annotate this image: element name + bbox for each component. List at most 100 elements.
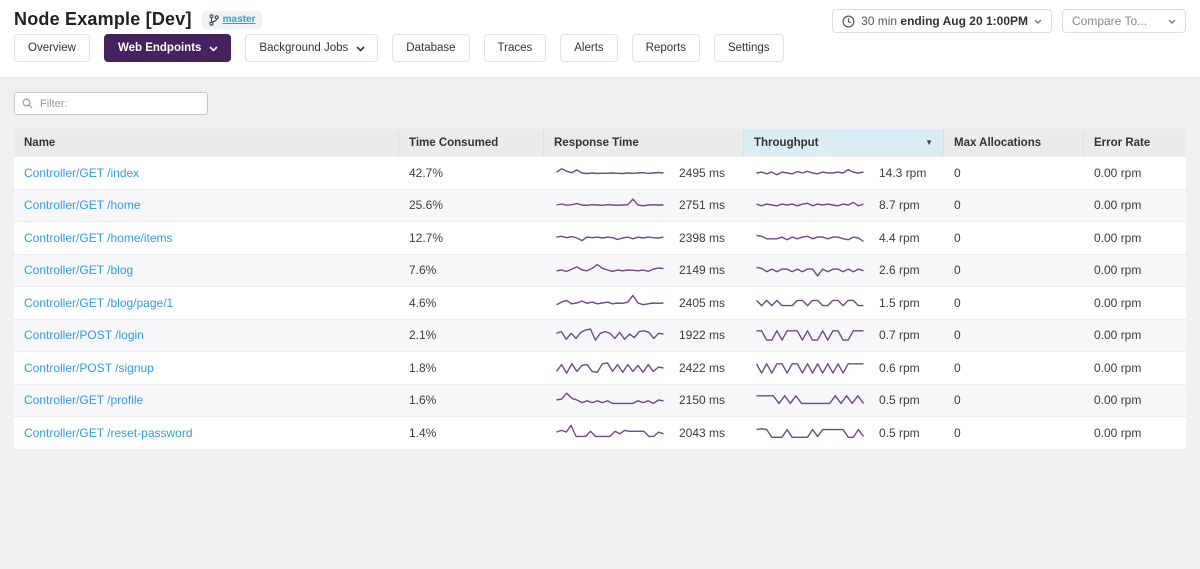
chevron-down-icon <box>356 46 365 52</box>
throughput-value: 2.6 rpm <box>879 263 920 278</box>
tab-reports[interactable]: Reports <box>631 34 700 62</box>
tab-database[interactable]: Database <box>392 34 470 62</box>
endpoint-link[interactable]: Controller/POST /login <box>24 328 144 343</box>
table-row: Controller/GET /blog/page/1 4.6% 2405 ms… <box>14 286 1186 319</box>
time-range-selector[interactable]: 30 min ending Aug 20 1:00PM <box>832 9 1052 33</box>
endpoint-link[interactable]: Controller/GET /profile <box>24 393 144 408</box>
response-time-sparkline <box>556 424 664 437</box>
error-rate-value: 0.00 rpm <box>1094 295 1142 310</box>
error-rate-value: 0.00 rpm <box>1094 230 1142 245</box>
endpoint-link[interactable]: Controller/GET /index <box>24 165 140 180</box>
branch-link[interactable]: master <box>222 14 256 25</box>
column-header-throughput[interactable]: Throughput ▼ <box>744 129 944 156</box>
throughput-sparkline <box>756 234 864 242</box>
throughput-value: 4.4 rpm <box>879 230 920 245</box>
top-bar: Node Example [Dev] master 30 min end <box>0 0 1200 78</box>
tab-traces[interactable]: Traces <box>483 34 547 62</box>
chevron-down-icon <box>1168 19 1176 24</box>
response-time-value: 2398 ms <box>679 230 726 245</box>
chevron-down-icon <box>1034 19 1042 24</box>
column-header-response-time[interactable]: Response Time <box>544 129 744 156</box>
error-rate-value: 0.00 rpm <box>1094 328 1142 343</box>
response-time-value: 2150 ms <box>679 393 726 408</box>
endpoint-link[interactable]: Controller/GET /home <box>24 198 141 213</box>
column-header-error-rate[interactable]: Error Rate <box>1094 136 1151 149</box>
tab-background-jobs[interactable]: Background Jobs <box>245 34 379 62</box>
endpoint-link[interactable]: Controller/POST /signup <box>24 360 154 375</box>
response-time-sparkline <box>556 198 664 207</box>
throughput-sparkline <box>756 168 864 176</box>
error-rate-value: 0.00 rpm <box>1094 198 1142 213</box>
max-allocations-value: 0 <box>954 360 961 375</box>
endpoint-link[interactable]: Controller/GET /blog <box>24 263 134 278</box>
column-header-max-allocations[interactable]: Max Allocations <box>944 129 1084 156</box>
response-time-value: 1922 ms <box>679 328 726 343</box>
response-time-sparkline <box>556 328 664 342</box>
time-consumed-value: 1.4% <box>409 425 437 440</box>
sort-desc-icon: ▼ <box>925 138 933 147</box>
endpoints-table: Name Time Consumed Response Time Through… <box>14 129 1186 449</box>
response-time-value: 2751 ms <box>679 198 726 213</box>
max-allocations-value: 0 <box>954 165 961 180</box>
throughput-value: 0.5 rpm <box>879 425 920 440</box>
table-row: Controller/GET /profile 1.6% 2150 ms 0.5… <box>14 383 1186 416</box>
response-time-sparkline <box>556 392 664 405</box>
compare-to-selector[interactable]: Compare To... <box>1062 9 1186 33</box>
column-header-time-consumed[interactable]: Time Consumed <box>399 129 544 156</box>
time-range-label: 30 min ending Aug 20 1:00PM <box>861 14 1028 28</box>
response-time-value: 2149 ms <box>679 263 726 278</box>
throughput-sparkline <box>756 201 864 207</box>
response-time-value: 2405 ms <box>679 295 726 310</box>
table-header-row: Name Time Consumed Response Time Through… <box>14 129 1186 156</box>
tab-web-endpoints[interactable]: Web Endpoints <box>103 34 232 62</box>
filter-input[interactable] <box>38 96 200 111</box>
throughput-value: 0.6 rpm <box>879 360 920 375</box>
endpoint-link[interactable]: Controller/GET /blog/page/1 <box>24 295 174 310</box>
max-allocations-value: 0 <box>954 393 961 408</box>
time-consumed-value: 25.6% <box>409 198 444 213</box>
time-consumed-value: 7.6% <box>409 263 437 278</box>
error-rate-value: 0.00 rpm <box>1094 263 1142 278</box>
max-allocations-value: 0 <box>954 295 961 310</box>
table-row: Controller/GET /index 42.7% 2495 ms 14.3… <box>14 156 1186 189</box>
tab-settings[interactable]: Settings <box>713 34 784 62</box>
error-rate-value: 0.00 rpm <box>1094 360 1142 375</box>
response-time-value: 2495 ms <box>679 165 726 180</box>
page-title: Node Example [Dev] <box>14 9 192 29</box>
branch-badge: master <box>201 10 263 29</box>
throughput-sparkline <box>755 362 864 374</box>
table-row: Controller/POST /login 2.1% 1922 ms 0.7 … <box>14 318 1186 351</box>
compare-to-label: Compare To... <box>1072 14 1148 28</box>
throughput-value: 0.7 rpm <box>879 328 920 343</box>
column-header-name[interactable]: Name <box>14 129 399 156</box>
tab-alerts[interactable]: Alerts <box>560 34 618 62</box>
error-rate-value: 0.00 rpm <box>1094 393 1142 408</box>
response-time-sparkline <box>556 294 664 306</box>
table-row: Controller/GET /home 25.6% 2751 ms 8.7 r… <box>14 188 1186 221</box>
table-body: Controller/GET /index 42.7% 2495 ms 14.3… <box>14 156 1186 449</box>
time-consumed-value: 4.6% <box>409 295 437 310</box>
table-row: Controller/GET /reset-password 1.4% 2043… <box>14 416 1186 449</box>
throughput-sparkline <box>756 330 864 342</box>
search-icon <box>22 98 33 109</box>
max-allocations-value: 0 <box>954 425 961 440</box>
response-time-sparkline <box>555 361 664 374</box>
endpoint-link[interactable]: Controller/GET /reset-password <box>24 425 193 440</box>
response-time-value: 2043 ms <box>679 425 726 440</box>
time-consumed-value: 2.1% <box>409 328 437 343</box>
time-consumed-value: 42.7% <box>409 165 444 180</box>
throughput-value: 0.5 rpm <box>879 393 920 408</box>
throughput-value: 14.3 rpm <box>879 165 927 180</box>
max-allocations-value: 0 <box>954 230 961 245</box>
response-time-value: 2422 ms <box>679 360 726 375</box>
main-content: Name Time Consumed Response Time Through… <box>0 78 1200 463</box>
max-allocations-value: 0 <box>954 328 961 343</box>
endpoint-link[interactable]: Controller/GET /home/items <box>24 230 173 245</box>
time-consumed-value: 12.7% <box>409 230 444 245</box>
throughput-sparkline <box>756 395 865 405</box>
table-row: Controller/GET /blog 7.6% 2149 ms 2.6 rp… <box>14 253 1186 286</box>
throughput-sparkline <box>756 299 864 307</box>
filter-box <box>14 92 208 115</box>
throughput-value: 8.7 rpm <box>879 198 920 213</box>
tab-overview[interactable]: Overview <box>14 34 90 62</box>
